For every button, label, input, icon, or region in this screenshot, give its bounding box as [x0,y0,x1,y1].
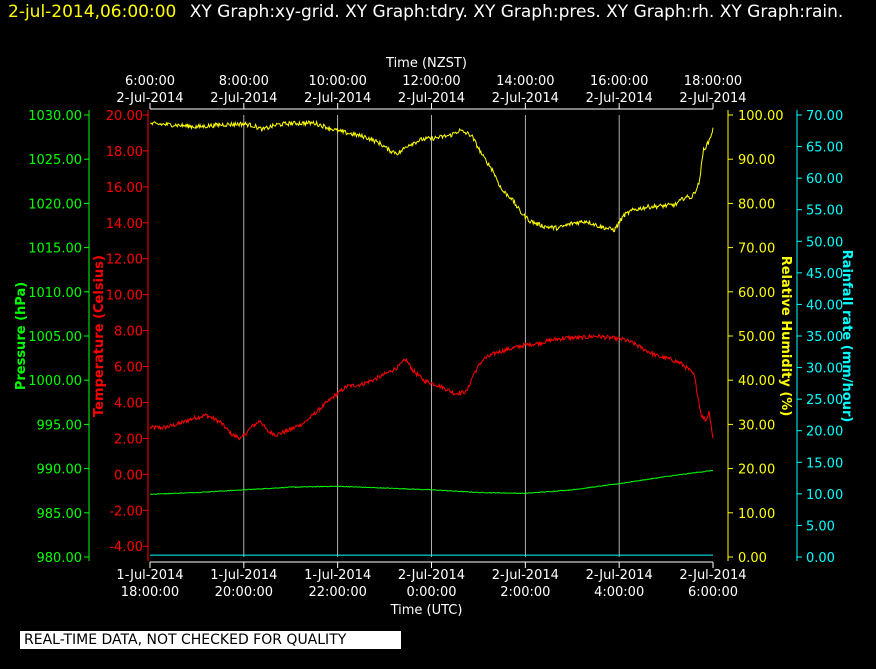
rainfall-tick-label: 50.00 [806,235,843,250]
rainfall-tick-label: 35.00 [806,330,843,345]
pressure-tick-label: 1020.00 [28,197,82,212]
rainfall-tick-label: 40.00 [806,298,843,313]
header-graph-list: XY Graph:xy-grid. XY Graph:tdry. XY Grap… [189,2,844,22]
rainfall-tick-label: 30.00 [806,362,843,377]
rainfall-tick-label: 55.00 [806,204,843,219]
rainfall-axis-title: Rainfall rate (mm/hour) [839,250,854,423]
rainfall-tick-label: 20.00 [806,425,843,440]
bottom-tick-label: 20:00:00 [215,585,273,600]
top-tick-label: 2-Jul-2014 [210,91,277,106]
temperature-tick-label: 4.00 [114,396,143,411]
pressure-tick-label: 1030.00 [28,109,82,124]
top-tick-label: 2-Jul-2014 [304,91,371,106]
pressure-tick-label: 1015.00 [28,242,82,257]
top-tick-label: 2-Jul-2014 [586,91,653,106]
bottom-tick-label: 2-Jul-2014 [586,568,653,583]
pressure-tick-label: 985.00 [37,507,83,522]
rainfall-tick-label: 70.00 [806,109,843,124]
bottom-axis-title: Time (UTC) [390,603,463,618]
top-tick-label: 18:00:00 [684,74,742,89]
bottom-tick-label: 1-Jul-2014 [210,568,277,583]
top-tick-label: 2-Jul-2014 [492,91,559,106]
top-tick-label: 14:00:00 [496,74,554,89]
temperature-tick-label: 16.00 [106,181,143,196]
bottom-tick-label: 2-Jul-2014 [679,568,746,583]
pressure-tick-label: 1000.00 [28,374,82,389]
humidity-tick-label: 60.00 [738,286,775,301]
bottom-tick-label: 6:00:00 [688,585,738,600]
temperature-tick-label: 2.00 [114,432,143,447]
bottom-tick-label: 4:00:00 [594,585,644,600]
top-tick-label: 10:00:00 [308,74,366,89]
rainfall-tick-label: 5.00 [806,519,835,534]
pressure-tick-label: 1005.00 [28,330,82,345]
humidity-tick-label: 30.00 [738,418,775,433]
humidity-tick-label: 90.00 [738,153,775,168]
pressure-tick-label: 1010.00 [28,286,82,301]
pressure-axis-title: Pressure (hPa) [14,282,29,390]
top-tick-label: 2-Jul-2014 [679,91,746,106]
temperature-tick-label: -2.00 [109,504,143,519]
rainfall-tick-label: 65.00 [806,141,843,156]
pressure-tick-label: 980.00 [37,551,83,566]
humidity-tick-label: 80.00 [738,197,775,212]
bottom-tick-label: 2-Jul-2014 [398,568,465,583]
humidity-series-line [149,119,714,233]
temperature-tick-label: 14.00 [106,217,143,232]
humidity-tick-label: 100.00 [738,109,784,124]
pressure-tick-label: 995.00 [37,418,83,433]
top-tick-label: 2-Jul-2014 [116,91,183,106]
top-tick-label: 16:00:00 [590,74,648,89]
humidity-tick-label: 50.00 [738,330,775,345]
rainfall-tick-label: 15.00 [806,456,843,471]
header-timestamp: 2-jul-2014,06:00:00 [8,2,177,22]
top-tick-label: 6:00:00 [125,74,175,89]
pressure-series-line [149,469,714,495]
bottom-tick-label: 2-Jul-2014 [492,568,559,583]
rainfall-tick-label: 10.00 [806,488,843,503]
temperature-tick-label: -4.00 [109,540,143,555]
pressure-tick-label: 1025.00 [28,153,82,168]
bottom-tick-label: 18:00:00 [121,585,179,600]
rainfall-tick-label: 45.00 [806,267,843,282]
humidity-tick-label: 0.00 [738,551,767,566]
rainfall-tick-label: 0.00 [806,551,835,566]
bottom-tick-label: 1-Jul-2014 [116,568,183,583]
top-tick-label: 2-Jul-2014 [398,91,465,106]
top-tick-label: 8:00:00 [219,74,269,89]
rainfall-tick-label: 60.00 [806,172,843,187]
bottom-tick-label: 2:00:00 [500,585,550,600]
humidity-axis-title: Relative Humidity (%) [778,256,793,417]
temperature-tick-label: 18.00 [106,145,143,160]
humidity-tick-label: 10.00 [738,507,775,522]
humidity-tick-label: 70.00 [738,242,775,257]
temperature-tick-label: 10.00 [106,289,143,304]
temperature-axis-title: Temperature (Celsius) [92,255,107,417]
header: 2-jul-2014,06:00:00 XY Graph:xy-grid. XY… [8,2,843,22]
top-tick-label: 12:00:00 [402,74,460,89]
bottom-tick-label: 1-Jul-2014 [304,568,371,583]
pressure-tick-label: 990.00 [37,463,83,478]
rainfall-tick-label: 25.00 [806,393,843,408]
bottom-tick-label: 0:00:00 [406,585,456,600]
top-axis-title: Time (NZST) [385,56,467,71]
temperature-tick-label: 0.00 [114,468,143,483]
temperature-tick-label: 20.00 [106,109,143,124]
temperature-tick-label: 12.00 [106,253,143,268]
quality-status-banner: REAL-TIME DATA, NOT CHECKED FOR QUALITY [20,631,401,649]
humidity-tick-label: 40.00 [738,374,775,389]
temperature-tick-label: 6.00 [114,361,143,376]
humidity-tick-label: 20.00 [738,463,775,478]
temperature-series-line [149,333,714,441]
temperature-tick-label: 8.00 [114,325,143,340]
bottom-tick-label: 22:00:00 [308,585,366,600]
